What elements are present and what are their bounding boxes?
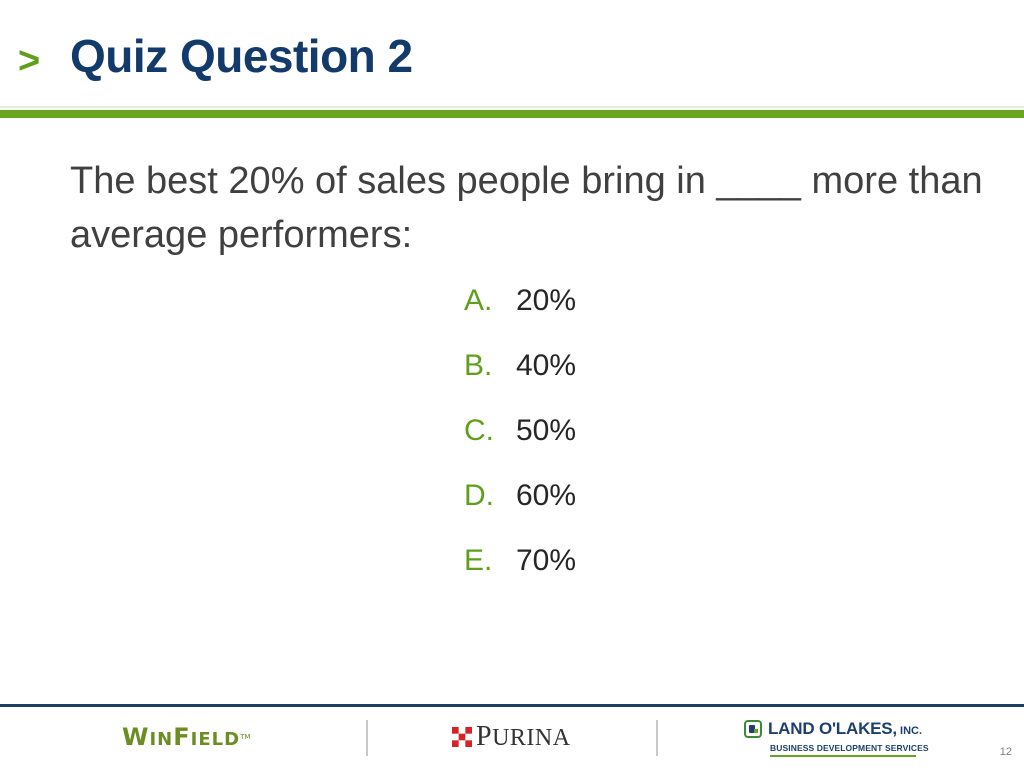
answer-option-e: E. 70%: [464, 538, 576, 603]
answer-option-a: A. 20%: [464, 278, 576, 343]
answer-text: 50%: [516, 414, 577, 447]
land-o-lakes-logo: LAND O'LAKES, INC. BUSINESS DEVELOPMENT …: [744, 716, 934, 762]
answer-letter: A.: [464, 284, 493, 317]
answer-text: 60%: [516, 479, 577, 512]
answer-text: 20%: [516, 284, 577, 317]
answer-letter: B.: [464, 349, 493, 382]
winfield-logo: WINFIELDTM: [122, 723, 251, 751]
question-text: The best 20% of sales people bring in __…: [70, 160, 983, 256]
title-chevron-icon: >: [18, 40, 41, 82]
footer-divider: [0, 704, 1024, 707]
answer-letter: C.: [464, 414, 494, 447]
purina-checkerboard-icon: [452, 727, 472, 747]
footer-separator: [656, 720, 658, 756]
slide-title: Quiz Question 2: [70, 30, 413, 82]
purina-logo: PURINA: [452, 721, 571, 752]
answer-letter: D.: [464, 479, 494, 512]
footer-separator: [366, 720, 368, 756]
answer-option-c: C. 50%: [464, 408, 576, 473]
page-number: 12: [999, 746, 1012, 758]
title-rule-shadow: [0, 106, 1024, 108]
answer-option-b: B. 40%: [464, 343, 576, 408]
land-o-lakes-mark-icon: [744, 720, 762, 738]
title-divider: [0, 110, 1024, 118]
answer-text: 40%: [516, 349, 577, 382]
answer-letter: E.: [464, 544, 493, 577]
answer-option-d: D. 60%: [464, 473, 576, 538]
answer-text: 70%: [516, 544, 577, 577]
answer-list: A. 20% B. 40% C. 50% D. 60% E. 70%: [464, 278, 576, 603]
